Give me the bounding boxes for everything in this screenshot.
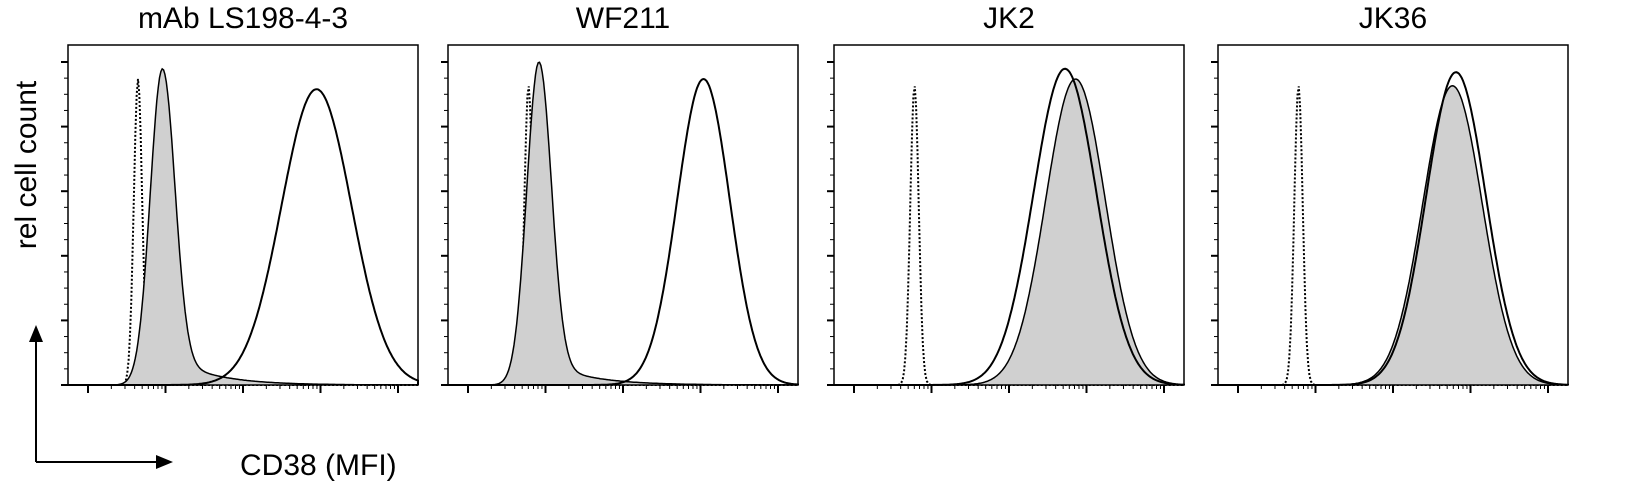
panel-frame — [1217, 44, 1569, 386]
panel-title: WF211 — [576, 2, 670, 35]
y-axis-label: rel cell count — [10, 80, 43, 249]
x-axis-label: CD38 (MFI) — [240, 449, 397, 482]
panel-2: WF211 — [441, 2, 799, 393]
panel-title: mAb LS198-4-3 — [138, 2, 348, 35]
axis-orientation-arrows — [29, 325, 173, 469]
isotype-histogram — [68, 78, 418, 386]
filled-histogram — [834, 78, 1185, 386]
panel-frame — [67, 44, 419, 386]
filled-histogram — [448, 61, 799, 386]
panel-frame — [447, 44, 799, 386]
panel-1: mAb LS198-4-3 — [61, 2, 419, 393]
panel-title: JK36 — [1359, 2, 1427, 35]
filled-histogram — [68, 67, 419, 386]
outline-histogram — [1218, 71, 1569, 386]
isotype-histogram — [448, 86, 798, 386]
up-arrow-head — [29, 325, 43, 342]
outline-histogram — [68, 88, 419, 386]
outline-histogram — [448, 77, 799, 386]
panel-3: JK2 — [827, 2, 1185, 393]
panels: mAb LS198-4-3 WF211 JK2 JK36 — [61, 2, 1569, 393]
panel-title: JK2 — [983, 2, 1035, 35]
panel-4: JK36 — [1211, 2, 1569, 393]
right-arrow-head — [156, 455, 173, 469]
